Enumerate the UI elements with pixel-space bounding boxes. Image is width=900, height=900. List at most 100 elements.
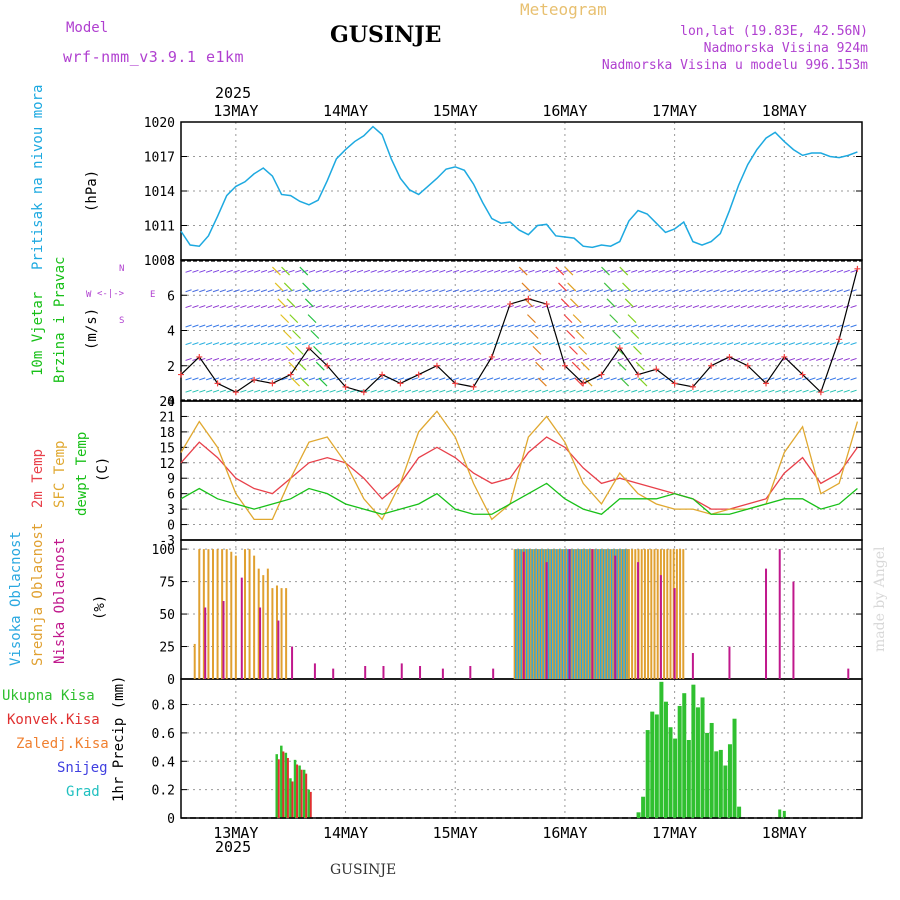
y-tick-label: 9: [167, 472, 175, 487]
wind-barb: [555, 324, 562, 328]
wind-barb: [768, 305, 775, 309]
wind-barb: [672, 305, 679, 309]
wind-barb: [548, 389, 556, 393]
precip-bar: [723, 765, 728, 818]
wind-barb: [528, 324, 535, 328]
wind-barb: [212, 324, 220, 328]
wind-barb: [541, 389, 549, 393]
wind-barb: [631, 305, 638, 309]
wind-barb: [233, 377, 240, 381]
wind-barb: [795, 269, 802, 273]
wind-barb: [665, 389, 672, 393]
wind-barb: [822, 389, 830, 393]
wind-barb: [260, 377, 268, 381]
wind-barb: [377, 324, 384, 328]
wind-barb-strong: [518, 266, 528, 276]
precip-bar: [282, 751, 285, 818]
wind-barb: [727, 289, 734, 293]
wind-barb: [418, 357, 425, 361]
wind-barb: [240, 389, 247, 393]
wind-barb: [576, 357, 583, 361]
wind-barb: [391, 289, 398, 293]
precip-snow-label: Snijeg: [57, 760, 108, 776]
compass-e: E: [150, 290, 156, 300]
temp-line-2: [180, 482, 858, 515]
wind-barb: [466, 342, 473, 346]
wind-barb: [370, 357, 377, 361]
wind-barb: [404, 342, 412, 346]
wind-barb: [445, 377, 453, 381]
wind-barb: [247, 305, 254, 309]
wind-barb: [733, 389, 741, 393]
wind-gust-marker: [324, 362, 331, 369]
wind-barb: [288, 357, 295, 361]
wind-barb: [781, 342, 789, 346]
wind-barb: [617, 357, 624, 361]
wind-barb-strong: [583, 377, 593, 387]
wind-barb: [822, 357, 830, 361]
wind-barb: [617, 269, 624, 273]
wind-barb-strong: [630, 330, 640, 339]
wind-barb: [253, 357, 261, 361]
wind-barb: [308, 324, 316, 328]
wind-barb: [713, 289, 720, 293]
date-label-bottom: 15MAY: [433, 824, 478, 842]
wind-barb: [775, 269, 782, 273]
wind-barb: [288, 377, 295, 381]
wind-barb: [562, 269, 569, 273]
wind-barb: [617, 377, 624, 381]
wind-barb: [775, 377, 782, 381]
wind-barb: [781, 389, 789, 393]
lonlat: lon,lat (19.83E, 42.56N): [680, 24, 868, 39]
wind-barb: [514, 324, 521, 328]
wind-barb: [679, 305, 686, 309]
panel-frame: [180, 400, 863, 541]
wind-barb: [733, 305, 741, 309]
wind-barb: [610, 269, 617, 273]
wind-barb: [596, 389, 604, 393]
wind-barb-strong: [627, 314, 637, 324]
wind-barb: [507, 389, 514, 393]
wind-gust-marker: [305, 345, 312, 352]
wind-barb: [185, 269, 192, 273]
wind-barb-strong: [606, 298, 616, 308]
wind-barb: [795, 389, 802, 393]
wind-barb-strong: [283, 282, 293, 292]
wind-barb: [226, 289, 233, 293]
wind-barb-strong: [609, 314, 619, 324]
wind-barb: [212, 377, 220, 381]
wind-barb: [713, 305, 720, 309]
wind-barb: [267, 305, 274, 309]
wind-barb: [260, 389, 268, 393]
wind-barb: [322, 357, 329, 361]
precip-bar: [286, 757, 289, 818]
wind-barb: [576, 289, 583, 293]
wind-barb: [775, 342, 782, 346]
wind-barb: [452, 324, 460, 328]
wind-barb: [644, 269, 652, 273]
wind-barb: [740, 305, 748, 309]
wind-barb: [692, 389, 700, 393]
date-label-top: 17MAY: [652, 102, 697, 120]
wind-barb: [205, 289, 213, 293]
wind-barb: [528, 342, 535, 346]
wind-barb: [754, 305, 761, 309]
wind-barb: [637, 342, 645, 346]
wind-barb: [692, 377, 700, 381]
wind-barb: [267, 389, 274, 393]
wind-barb: [706, 389, 713, 393]
wind-barb: [192, 389, 199, 393]
wind-barb: [672, 342, 679, 346]
wind-barb-strong: [271, 266, 281, 276]
wind-barb: [507, 342, 514, 346]
wind-barb: [315, 342, 322, 346]
wind-barb: [850, 324, 857, 328]
wind-barb: [747, 357, 754, 361]
wind-barb: [548, 269, 556, 273]
wind-barb: [747, 269, 754, 273]
wind-barb: [267, 377, 274, 381]
wind-barb: [205, 342, 213, 346]
y-tick-label: 18: [159, 426, 175, 441]
wind-gust-marker: [763, 380, 770, 387]
wind-barb: [761, 289, 768, 293]
